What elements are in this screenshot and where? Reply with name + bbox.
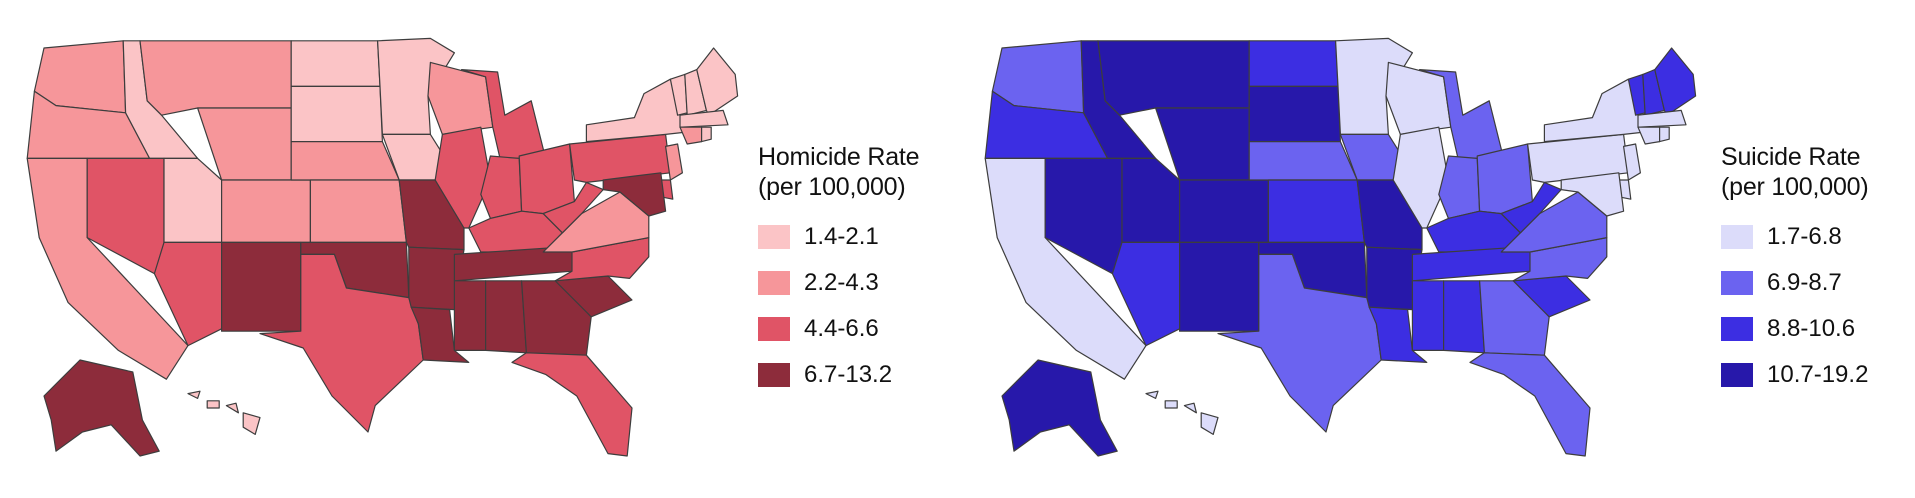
state-ct (679, 126, 703, 145)
state-az (1111, 241, 1181, 347)
legend-label: 6.9-8.7 (1767, 269, 1842, 296)
state-ks (309, 179, 408, 244)
state-mt (139, 40, 292, 116)
state-md (602, 172, 667, 217)
state-oh (518, 143, 576, 215)
state-tx (259, 253, 424, 433)
legend-label: 2.2-4.3 (804, 269, 879, 296)
state-al (485, 280, 528, 354)
legend-label: 8.8-10.6 (1767, 315, 1856, 342)
state-tx (1217, 253, 1382, 433)
homicide-choropleth-map (26, 37, 739, 457)
legend-swatch (758, 225, 790, 249)
homicide-legend-item: 2.2-4.3 (758, 260, 988, 306)
state-az (153, 241, 223, 347)
state-ma (679, 109, 729, 128)
state-sd (290, 85, 384, 143)
state-ri (701, 126, 712, 143)
state-ne (290, 141, 400, 181)
suicide-legend-title-line2: (per 100,000) (1721, 173, 1869, 201)
legend-swatch (1721, 363, 1753, 387)
homicide-legend-title-line1: Homicide Rate (758, 143, 920, 171)
homicide-legend-item: 1.4-2.1 (758, 214, 988, 260)
state-nc (1512, 237, 1608, 282)
state-nj (665, 143, 684, 181)
state-ct (1637, 126, 1661, 145)
legend-swatch (758, 271, 790, 295)
homicide-legend-item: 4.4-6.6 (758, 306, 988, 352)
state-ms (1411, 280, 1445, 352)
legend-label: 1.7-6.8 (1767, 223, 1842, 250)
suicide-legend-item: 8.8-10.6 (1721, 306, 1915, 352)
state-ut (163, 157, 223, 244)
state-nd (1248, 40, 1339, 88)
state-nj (1623, 143, 1642, 181)
legend-swatch (1721, 317, 1753, 341)
state-md (1560, 172, 1625, 217)
legend-label: 6.7-13.2 (804, 361, 893, 388)
state-ak (1001, 359, 1118, 457)
state-mt (1097, 40, 1250, 116)
suicide-legend-item: 1.7-6.8 (1721, 214, 1915, 260)
state-ak (43, 359, 160, 457)
state-ne (1248, 141, 1358, 181)
state-la (1368, 306, 1428, 364)
state-ut (1121, 157, 1181, 244)
state-al (1443, 280, 1486, 354)
legend-swatch (1721, 225, 1753, 249)
state-nc (554, 237, 650, 282)
state-fl (511, 352, 633, 457)
homicide-map-panel: Homicide Rate (per 100,000) 1.4-2.1 2.2-… (26, 37, 920, 457)
homicide-legend: Homicide Rate (per 100,000) 1.4-2.1 2.2-… (758, 142, 988, 398)
state-wy (197, 107, 292, 181)
suicide-choropleth-map (984, 37, 1697, 457)
state-co (1179, 179, 1270, 244)
suicide-legend: Suicide Rate (per 100,000) 1.7-6.8 6.9-8… (1721, 142, 1915, 398)
state-hi (187, 390, 261, 436)
state-la (410, 306, 470, 364)
state-me (696, 47, 739, 116)
state-oh (1476, 143, 1534, 215)
state-nm (1179, 241, 1260, 332)
suicide-legend-item: 10.7-19.2 (1721, 352, 1915, 398)
state-co (221, 179, 312, 244)
legend-label: 10.7-19.2 (1767, 361, 1869, 388)
state-wy (1155, 107, 1250, 181)
state-va (1500, 191, 1608, 253)
state-mn (1335, 37, 1414, 136)
suicide-legend-item: 6.9-8.7 (1721, 260, 1915, 306)
homicide-legend-title-line2: (per 100,000) (758, 173, 906, 201)
homicide-legend-item: 6.7-13.2 (758, 352, 988, 398)
state-sd (1248, 85, 1342, 143)
legend-label: 4.4-6.6 (804, 315, 879, 342)
state-mn (377, 37, 456, 136)
legend-swatch (758, 363, 790, 387)
legend-label: 1.4-2.1 (804, 223, 879, 250)
legend-swatch (1721, 271, 1753, 295)
state-ms (453, 280, 487, 352)
state-nm (221, 241, 302, 332)
suicide-legend-title-line1: Suicide Rate (1721, 143, 1861, 171)
state-fl (1469, 352, 1591, 457)
state-nd (290, 40, 381, 88)
state-va (542, 191, 650, 253)
state-hi (1145, 390, 1219, 436)
state-ks (1267, 179, 1366, 244)
state-ri (1659, 126, 1670, 143)
legend-swatch (758, 317, 790, 341)
state-me (1654, 47, 1697, 116)
state-ma (1637, 109, 1687, 128)
suicide-map-panel: Suicide Rate (per 100,000) 1.7-6.8 6.9-8… (958, 0, 1915, 498)
